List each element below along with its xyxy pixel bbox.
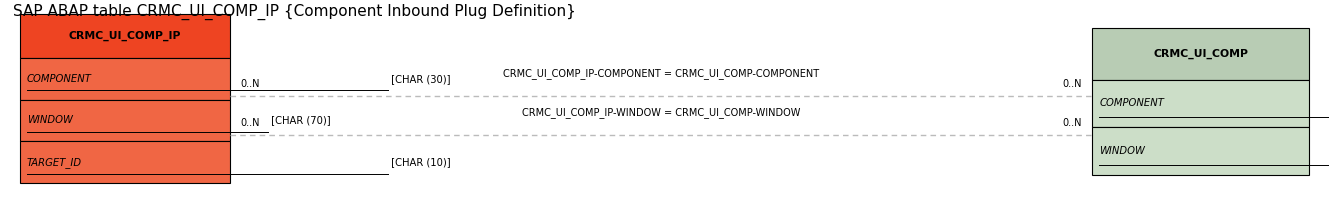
Bar [20, 100, 230, 141]
Text: CRMC_UI_COMP_IP: CRMC_UI_COMP_IP [69, 31, 181, 41]
Text: WINDOW: WINDOW [27, 115, 73, 125]
Text: SAP ABAP table CRMC_UI_COMP_IP {Component Inbound Plug Definition}: SAP ABAP table CRMC_UI_COMP_IP {Componen… [13, 4, 577, 20]
Text: COMPONENT: COMPONENT [27, 74, 92, 84]
Bar [20, 141, 230, 183]
Text: [CHAR (10)]: [CHAR (10)] [388, 157, 451, 167]
Text: 0..N: 0..N [1062, 79, 1082, 89]
Text: [CHAR (30)]: [CHAR (30)] [388, 74, 451, 84]
Text: [CHAR (70)]: [CHAR (70)] [267, 115, 331, 125]
Bar [1092, 127, 1309, 175]
Text: WINDOW: WINDOW [1099, 146, 1146, 156]
Text: CRMC_UI_COMP: CRMC_UI_COMP [1154, 49, 1248, 59]
Text: CRMC_UI_COMP_IP-WINDOW = CRMC_UI_COMP-WINDOW: CRMC_UI_COMP_IP-WINDOW = CRMC_UI_COMP-WI… [522, 107, 800, 118]
Text: 0..N: 0..N [241, 118, 260, 128]
Bar [1092, 28, 1309, 80]
Bar [20, 58, 230, 100]
Bar [1092, 80, 1309, 127]
Text: CRMC_UI_COMP_IP-COMPONENT = CRMC_UI_COMP-COMPONENT: CRMC_UI_COMP_IP-COMPONENT = CRMC_UI_COMP… [504, 68, 819, 79]
Text: 0..N: 0..N [241, 79, 260, 89]
Text: COMPONENT: COMPONENT [1099, 99, 1164, 108]
Text: 0..N: 0..N [1062, 118, 1082, 128]
Bar [20, 14, 230, 58]
Text: TARGET_ID: TARGET_ID [27, 157, 81, 168]
